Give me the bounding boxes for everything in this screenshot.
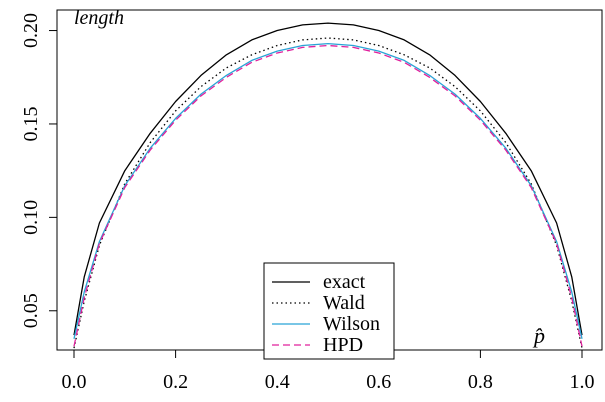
x-tick-label: 0.0 [62,371,87,393]
legend-label-wald: Wald [323,292,365,314]
y-tick-label: 0.15 [20,106,42,141]
series-layer [73,22,583,349]
x-axis-label: p̂ [532,323,545,348]
x-tick-label: 0.8 [468,371,493,393]
x-axis: 0.0 0.2 0.4 0.6 0.8 1.0 [62,349,595,393]
legend-box [263,262,395,360]
x-tick-label: 1.0 [570,371,595,393]
series-wilson-line [73,42,583,339]
legend-label-wilson: Wilson [323,313,380,335]
y-tick-label: 0.20 [20,13,42,48]
y-axis: 0.05 0.10 0.15 0.20 [20,13,58,328]
series-hpd-line [73,44,583,347]
legend-label-hpd: HPD [323,334,363,356]
y-axis-label: length [74,7,124,29]
x-tick-label: 0.6 [366,371,391,393]
legend-label-exact: exact [323,271,366,293]
series-exact-line [73,22,583,336]
y-tick-label: 0.05 [20,293,42,328]
x-tick-label: 0.2 [163,371,188,393]
y-tick-label: 0.10 [20,200,42,235]
x-tick-label: 0.4 [265,371,290,393]
